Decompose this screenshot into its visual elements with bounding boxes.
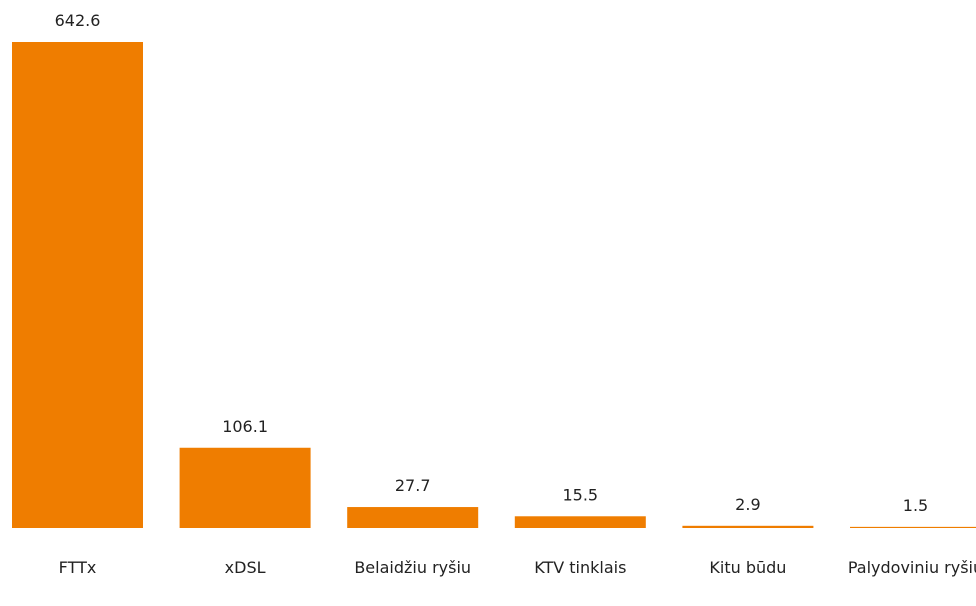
- x-tick-label: Kitu būdu: [709, 558, 786, 577]
- data-label: 642.6: [55, 11, 101, 30]
- bar: [12, 42, 143, 528]
- x-tick-label: KTV tinklais: [534, 558, 626, 577]
- x-tick-label: Belaidžiu ryšiu: [354, 558, 471, 577]
- data-label: 106.1: [222, 417, 268, 436]
- bar: [850, 526, 976, 528]
- data-label: 2.9: [735, 495, 760, 514]
- bar: [347, 507, 479, 528]
- x-tick-label: xDSL: [225, 558, 266, 577]
- x-tick-label: Palydoviniu ryšiu: [848, 558, 976, 577]
- bar: [682, 525, 814, 528]
- data-label: 15.5: [562, 485, 598, 504]
- bar: [179, 447, 311, 528]
- data-label: 1.5: [903, 496, 928, 515]
- bar: [514, 516, 646, 528]
- data-label: 27.7: [395, 476, 431, 495]
- x-tick-label: FTTx: [59, 558, 97, 577]
